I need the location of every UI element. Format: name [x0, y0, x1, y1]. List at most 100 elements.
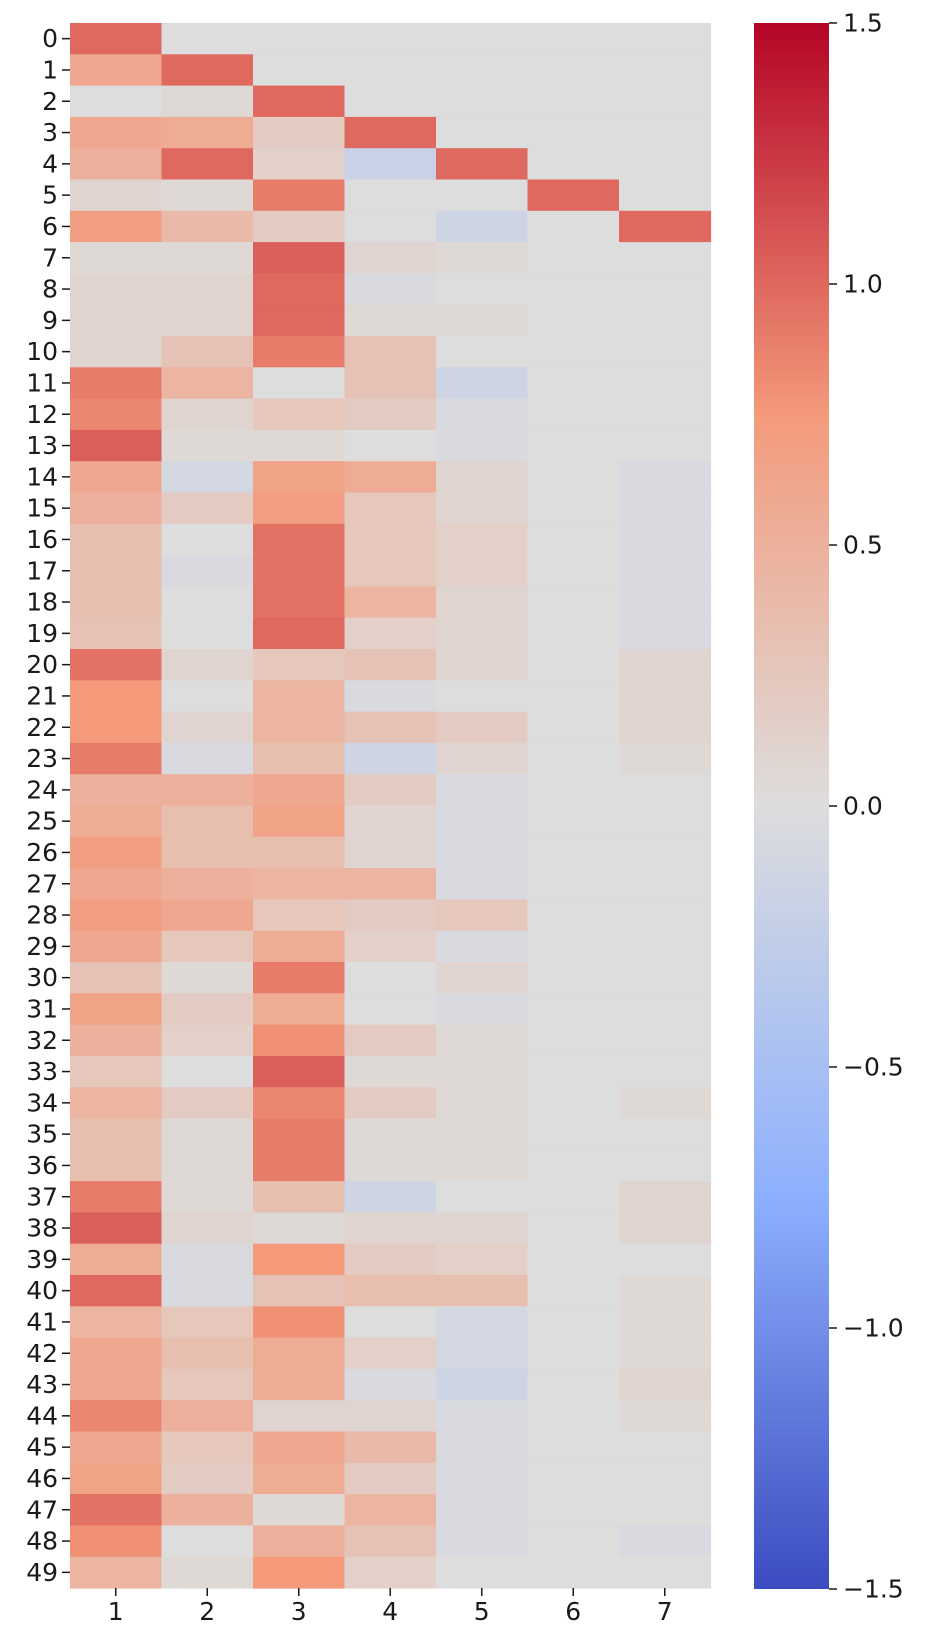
- heatmap-cell: [527, 649, 620, 681]
- heatmap-cell: [253, 1337, 346, 1370]
- heatmap-cell: [527, 586, 620, 619]
- heatmap-cell: [527, 492, 620, 525]
- y-tick-label: 0: [42, 24, 58, 53]
- y-tick-label: 35: [26, 1120, 58, 1149]
- x-tick-label: 5: [474, 1597, 490, 1626]
- heatmap-cell: [436, 1275, 529, 1307]
- heatmap-cell: [253, 304, 346, 337]
- y-tick-label: 24: [26, 775, 58, 804]
- heatmap-cell: [527, 461, 620, 494]
- heatmap-cell: [527, 23, 620, 55]
- heatmap-cell: [527, 367, 620, 400]
- heatmap-cell: [253, 1306, 346, 1339]
- heatmap-cell: [527, 836, 620, 869]
- heatmap-cell: [344, 85, 437, 118]
- heatmap-cell: [70, 1462, 163, 1495]
- heatmap-cell: [70, 23, 163, 55]
- heatmap-cell: [436, 1556, 529, 1589]
- heatmap-cell: [436, 336, 529, 368]
- heatmap-cell: [436, 1337, 529, 1370]
- heatmap-cell: [527, 116, 620, 149]
- heatmap-cell: [344, 429, 437, 462]
- heatmap-cell: [70, 367, 163, 400]
- heatmap-cell: [253, 398, 346, 431]
- heatmap-cell: [619, 1431, 712, 1464]
- y-tick-label: 33: [26, 1057, 58, 1086]
- heatmap-cell: [436, 461, 529, 494]
- heatmap-cell: [161, 85, 254, 118]
- heatmap-cell: [527, 1462, 620, 1495]
- heatmap-cell: [527, 711, 620, 744]
- heatmap-cell: [253, 492, 346, 525]
- y-tick-label: 26: [26, 838, 58, 867]
- y-tick-label: 36: [26, 1151, 58, 1180]
- heatmap-cell: [253, 1494, 346, 1526]
- y-tick-label: 28: [26, 901, 58, 930]
- heatmap-cell: [70, 1118, 163, 1151]
- heatmap-cell: [161, 273, 254, 306]
- heatmap-cell: [253, 1055, 346, 1088]
- y-tick-label: 22: [26, 713, 58, 742]
- heatmap-cell: [527, 868, 620, 900]
- heatmap-cell: [436, 805, 529, 838]
- colorbar-tick-label: −1.5: [843, 1575, 904, 1604]
- heatmap-cell: [70, 1337, 163, 1370]
- heatmap-cell: [527, 1055, 620, 1088]
- x-tick-label: 2: [199, 1597, 215, 1626]
- heatmap-cell: [619, 1462, 712, 1495]
- y-tick-label: 42: [26, 1339, 58, 1368]
- heatmap-cell: [619, 711, 712, 744]
- heatmap-cell: [70, 1181, 163, 1213]
- y-tick-label: 15: [26, 494, 58, 523]
- x-tick-labels: 1 2 3 4 5 6 7: [108, 1588, 673, 1626]
- colorbar-tick-label: 0.0: [843, 792, 883, 821]
- y-tick-label: 4: [42, 149, 58, 178]
- heatmap-cell: [619, 555, 712, 587]
- heatmap-cell: [70, 492, 163, 525]
- heatmap-cell: [344, 774, 437, 807]
- heatmap-cell: [344, 1306, 437, 1339]
- heatmap-cell: [161, 210, 254, 243]
- heatmap-cell: [70, 1525, 163, 1558]
- y-tick-label: 2: [42, 87, 58, 116]
- heatmap-cell: [436, 23, 529, 55]
- heatmap-cell: [344, 1149, 437, 1182]
- x-tick-label: 4: [382, 1597, 398, 1626]
- heatmap-cell: [70, 54, 163, 87]
- heatmap-cell: [253, 962, 346, 994]
- heatmap-cell: [344, 1055, 437, 1088]
- heatmap-cell: [161, 805, 254, 838]
- heatmap-cell: [619, 429, 712, 462]
- heatmap-cell: [253, 930, 346, 963]
- heatmap-cell: [70, 148, 163, 181]
- heatmap-cell: [619, 1525, 712, 1558]
- heatmap-cell: [619, 1494, 712, 1526]
- heatmap-cell: [619, 1055, 712, 1088]
- heatmap-cell: [344, 336, 437, 368]
- heatmap-cell: [527, 1087, 620, 1120]
- heatmap-cell: [527, 1494, 620, 1526]
- heatmap-cell: [619, 1337, 712, 1370]
- heatmap-cell: [527, 1525, 620, 1558]
- heatmap-cell: [161, 1149, 254, 1182]
- heatmap-cell: [619, 1212, 712, 1245]
- heatmap-cell: [527, 429, 620, 462]
- heatmap-cell: [253, 680, 346, 713]
- heatmap-cell: [161, 1400, 254, 1433]
- x-tick-label: 1: [108, 1597, 124, 1626]
- heatmap-cell: [527, 210, 620, 243]
- heatmap-cell: [619, 1149, 712, 1182]
- y-tick-label: 3: [42, 118, 58, 147]
- heatmap-cell: [253, 23, 346, 55]
- heatmap-cell: [436, 1118, 529, 1151]
- y-tick-label: 23: [26, 744, 58, 773]
- heatmap-cell: [161, 617, 254, 650]
- y-tick-label: 41: [26, 1307, 58, 1336]
- heatmap-cell: [253, 179, 346, 212]
- x-tick-label: 7: [657, 1597, 673, 1626]
- heatmap-cell: [70, 1556, 163, 1589]
- heatmap-cell: [70, 429, 163, 462]
- heatmap-cell: [344, 1243, 437, 1276]
- heatmap-cell: [527, 1212, 620, 1245]
